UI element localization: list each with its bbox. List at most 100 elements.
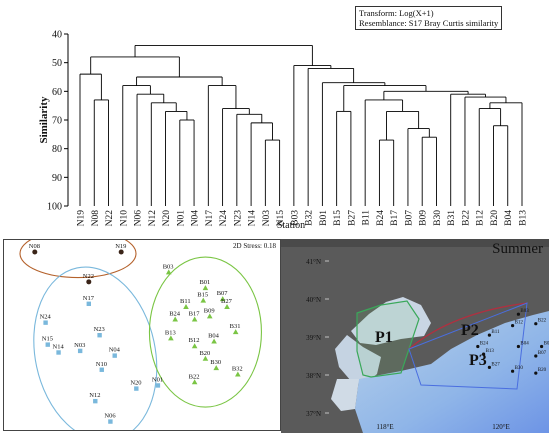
- point-label: B13: [165, 329, 176, 336]
- point-marker: [219, 296, 226, 302]
- station-dot: [511, 369, 515, 373]
- station-dot: [487, 333, 491, 337]
- leaf-label: B15: [333, 210, 343, 226]
- leaf-label: N08: [91, 210, 101, 227]
- point-marker: [97, 333, 102, 338]
- leaf-label: B20: [490, 210, 500, 226]
- point-label: N08: [29, 243, 40, 250]
- station-label: B24: [480, 342, 489, 347]
- station-dot: [534, 322, 538, 326]
- point-marker: [202, 355, 209, 361]
- point-marker: [118, 249, 124, 255]
- station-dot: [516, 312, 520, 316]
- leaf-label: N06: [134, 210, 144, 227]
- point-marker: [112, 353, 117, 358]
- point-label: B31: [230, 323, 241, 330]
- point-label: N14: [53, 343, 65, 350]
- leaf-label: B13: [519, 210, 529, 226]
- station-label: B03: [520, 309, 529, 314]
- point-label: B30: [210, 359, 221, 366]
- point-marker: [32, 249, 38, 255]
- point-label: N19: [115, 243, 126, 250]
- point-marker: [168, 335, 174, 341]
- region-label: P2: [461, 322, 479, 339]
- point-marker: [45, 342, 50, 347]
- point-marker: [191, 316, 198, 322]
- point-label: B20: [199, 350, 210, 357]
- y-tick-label: 80: [52, 144, 62, 155]
- y-axis-label: Similarity: [38, 96, 50, 144]
- point-marker: [43, 320, 48, 325]
- point-label: N17: [83, 295, 95, 302]
- y-tick-label: 90: [52, 173, 62, 184]
- point-marker: [77, 348, 83, 354]
- point-marker: [235, 371, 241, 377]
- station-label: B22: [538, 319, 547, 324]
- yellow-sea-water: [355, 311, 549, 433]
- stress-label: 2D Stress: 0.18: [233, 242, 276, 250]
- lon-label: 118°E: [376, 423, 393, 431]
- point-label: N04: [109, 347, 121, 354]
- leaf-label: N01: [176, 210, 186, 227]
- lat-label: 38°N: [306, 372, 321, 380]
- leaf-label: B04: [504, 210, 514, 226]
- leaf-label: N04: [191, 210, 201, 227]
- point-marker: [232, 329, 239, 335]
- point-marker: [213, 365, 220, 371]
- station-dot: [534, 354, 538, 358]
- point-label: B12: [189, 337, 200, 344]
- leaf-label: B24: [376, 210, 386, 226]
- station-label: B11: [491, 330, 500, 335]
- point-label: B32: [232, 365, 243, 372]
- point-label: N20: [130, 380, 141, 387]
- point-label: N06: [104, 413, 116, 420]
- station-label: B04: [520, 342, 529, 347]
- region-p1-boundary: [356, 300, 420, 378]
- leaf-label: B22: [461, 210, 471, 226]
- leaf-label: B31: [447, 210, 457, 226]
- leaf-label: N23: [233, 210, 243, 227]
- point-label: B11: [180, 298, 191, 305]
- y-tick-label: 60: [52, 87, 62, 98]
- point-label: B17: [189, 311, 201, 318]
- x-axis-label: Station: [277, 220, 305, 231]
- station-dot: [534, 371, 538, 375]
- group-ellipse-red: [19, 240, 137, 279]
- dendrogram-plot: 40 50 60 70 80 90 100 Similarity N19 N08 N22 N10 N06…: [38, 30, 529, 232]
- station-label: B01: [544, 342, 549, 347]
- point-label: B01: [199, 279, 210, 286]
- coastal-water: [331, 379, 359, 411]
- point-label: B04: [208, 332, 220, 339]
- point-label: N03: [74, 342, 85, 349]
- point-marker: [224, 303, 230, 309]
- point-label: B24: [169, 311, 181, 318]
- nmds-panel: 2D Stress: 0.18 N08 N19 N22 N17 N24 N23 N15 N14…: [3, 239, 281, 431]
- leaf-label: N14: [248, 210, 258, 227]
- y-tick-label: 40: [52, 30, 62, 41]
- leaf-label: N17: [205, 210, 215, 227]
- point-marker: [108, 419, 113, 424]
- leaf-label: B09: [419, 210, 429, 226]
- leaf-label: B11: [362, 210, 372, 226]
- y-tick-label: 50: [52, 58, 62, 69]
- y-tick-label: 100: [47, 202, 62, 213]
- leaf-label: N20: [162, 210, 172, 227]
- map-panel: 41°N40°N39°N38°N37°N118°E120°E122°E124°E…: [281, 239, 549, 433]
- lat-label: 41°N: [306, 258, 321, 266]
- y-tick-label: 70: [52, 116, 62, 127]
- map-top-band: [281, 239, 549, 247]
- point-label: N10: [96, 361, 107, 368]
- point-label: B22: [189, 373, 200, 380]
- station-label: B30: [515, 366, 524, 371]
- station-dot: [487, 365, 491, 369]
- leaf-label: B12: [476, 210, 486, 226]
- dendrogram-panel: Transform: Log(X+1) Resemblance: S17 Bra…: [38, 6, 529, 232]
- station-label: B13: [486, 349, 495, 354]
- leaf-label: N22: [105, 210, 115, 227]
- point-label: N01: [152, 376, 163, 383]
- station-dot: [511, 324, 515, 328]
- point-label: B07: [217, 290, 229, 297]
- bohai-west-water: [335, 335, 381, 384]
- point-marker: [134, 386, 139, 391]
- point-label: N24: [40, 314, 52, 321]
